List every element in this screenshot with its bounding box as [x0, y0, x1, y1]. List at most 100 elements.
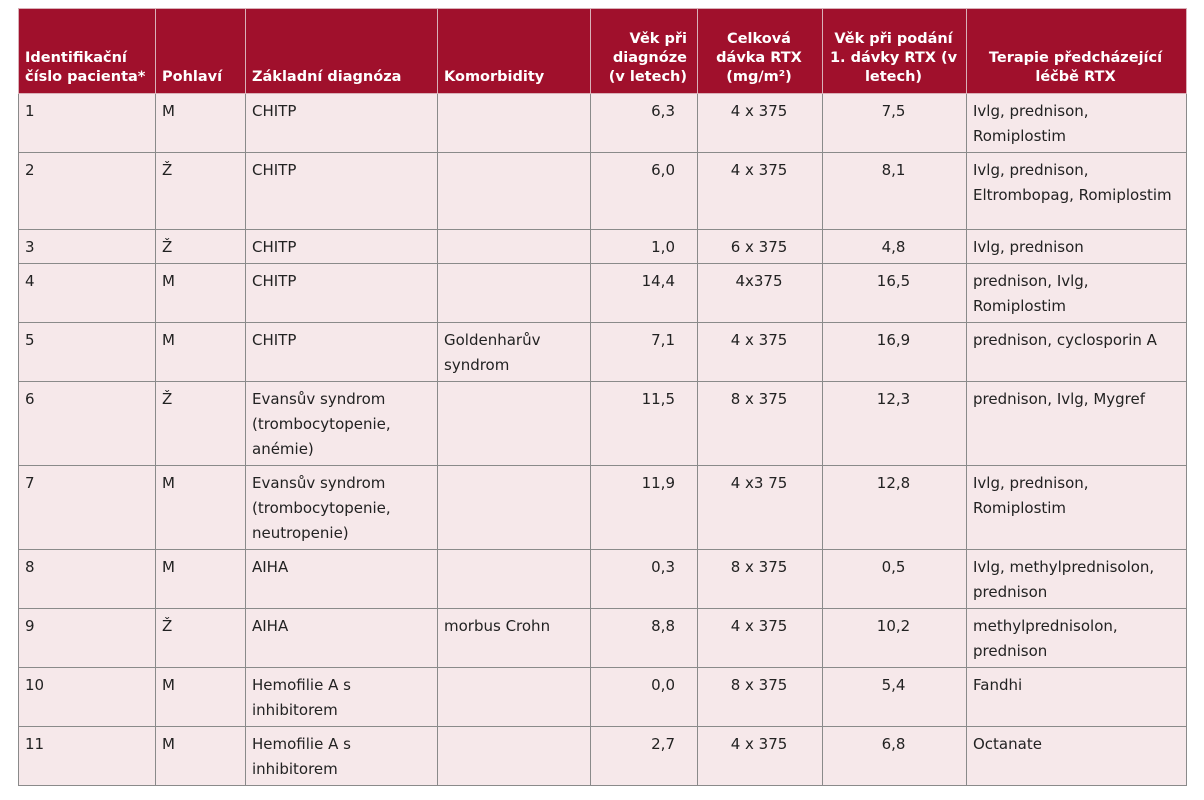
table-cell: CHITP	[245, 322, 438, 382]
table-row: 4 M CHITP 14,4 4x375 16,5 prednison, Ivlg, Rom…	[18, 263, 1187, 323]
table-cell: CHITP	[245, 93, 438, 153]
table-cell: 7,1	[590, 322, 698, 382]
table-cell: M	[155, 549, 246, 609]
table-cell: 7,5	[822, 93, 967, 153]
table-cell: M	[155, 465, 246, 550]
table-cell: 4 x 375	[697, 152, 823, 230]
table-cell: Ivlg, prednison	[966, 229, 1187, 264]
table-cell	[437, 381, 591, 466]
table-cell	[437, 667, 591, 727]
table-cell: 10,2	[822, 608, 967, 668]
table-cell	[437, 726, 591, 786]
table-cell: 5,4	[822, 667, 967, 727]
header-cell: Věk při podání 1. dávky RTX (v letech)	[822, 8, 967, 94]
table-row: 7 M Evansův syndrom (trombocytopenie, neut…	[18, 465, 1187, 550]
table-cell: 3	[18, 229, 156, 264]
table-cell: prednison, cyclosporin A	[966, 322, 1187, 382]
table-cell: Fandhi	[966, 667, 1187, 727]
table-cell: 6	[18, 381, 156, 466]
table-cell: 4 x 375	[697, 726, 823, 786]
table-cell: 4	[18, 263, 156, 323]
table-cell: 12,3	[822, 381, 967, 466]
table-cell: 11,5	[590, 381, 698, 466]
table-cell: AIHA	[245, 608, 438, 668]
table-cell: Octanate	[966, 726, 1187, 786]
table-row: 11 M Hemofilie A s inhibitorem 2,7 4 x 375 6,…	[18, 726, 1187, 786]
table-cell: 2,7	[590, 726, 698, 786]
table-cell: 4,8	[822, 229, 967, 264]
data-table: Identifikační číslo pacienta* Pohlaví Zákl…	[18, 8, 1187, 786]
table-cell: M	[155, 93, 246, 153]
table-row: 9 Ž AIHA morbus Crohn 8,8 4 x 375 10,2 methylpr…	[18, 608, 1187, 668]
table-cell: 9	[18, 608, 156, 668]
table-row: 8 M AIHA 0,3 8 x 375 0,5 Ivlg, methylprednisol…	[18, 549, 1187, 609]
table-cell: 12,8	[822, 465, 967, 550]
table-row: 2 Ž CHITP 6,0 4 x 375 8,1 Ivlg, prednison, Elt…	[18, 152, 1187, 230]
table-cell: 8 x 375	[697, 381, 823, 466]
table-cell: prednison, Ivlg, Mygref	[966, 381, 1187, 466]
table-cell	[437, 263, 591, 323]
table-cell: 10	[18, 667, 156, 727]
table-cell: 4 x 375	[697, 93, 823, 153]
table-cell: Ž	[155, 608, 246, 668]
table-cell: M	[155, 667, 246, 727]
table-cell	[437, 93, 591, 153]
header-cell: Terapie předcházející léčbě RTX	[966, 8, 1187, 94]
table-cell: morbus Crohn	[437, 608, 591, 668]
table-cell: 0,0	[590, 667, 698, 727]
table-cell: 8 x 375	[697, 667, 823, 727]
table-cell: 16,9	[822, 322, 967, 382]
header-cell: Identifikační číslo pacienta*	[18, 8, 156, 94]
table-row: 3 Ž CHITP 1,0 6 x 375 4,8 Ivlg, prednison	[18, 229, 1187, 264]
header-cell: Celková dávka RTX (mg/m²)	[697, 8, 823, 94]
table-cell: 4 x 375	[697, 608, 823, 668]
table-cell: Hemofilie A s inhibitorem	[245, 726, 438, 786]
header-row: Identifikační číslo pacienta* Pohlaví Zákl…	[18, 8, 1187, 94]
table-cell	[437, 152, 591, 230]
table-cell: prednison, Ivlg, Romiplostim	[966, 263, 1187, 323]
header-cell: Pohlaví	[155, 8, 246, 94]
table-cell: 5	[18, 322, 156, 382]
table-cell: CHITP	[245, 229, 438, 264]
table-cell: 8,1	[822, 152, 967, 230]
table-cell: Ž	[155, 229, 246, 264]
table-cell: CHITP	[245, 263, 438, 323]
header-cell: Komorbidity	[437, 8, 591, 94]
table-cell: 6,8	[822, 726, 967, 786]
header-cell: Věk při diagnóze (v letech)	[590, 8, 698, 94]
table-cell: 16,5	[822, 263, 967, 323]
table-cell: 8,8	[590, 608, 698, 668]
table-row: 6 Ž Evansův syndrom (trombocytopenie, aném…	[18, 381, 1187, 466]
table-cell: methylprednisolon, prednison	[966, 608, 1187, 668]
table-cell: 0,5	[822, 549, 967, 609]
table-cell: Ivlg, prednison, Eltrombopag, Romiplosti…	[966, 152, 1187, 230]
table-cell	[437, 549, 591, 609]
table-cell: 14,4	[590, 263, 698, 323]
table-cell: 4x375	[697, 263, 823, 323]
table-cell: 11	[18, 726, 156, 786]
table-body: 1 M CHITP 6,3 4 x 375 7,5 Ivlg, prednison, Rom…	[18, 93, 1187, 786]
table-cell: 1,0	[590, 229, 698, 264]
table-cell: 11,9	[590, 465, 698, 550]
table-cell: 0,3	[590, 549, 698, 609]
table-cell: Ivlg, methylprednisolon, prednison	[966, 549, 1187, 609]
table-cell: Ivlg, prednison, Romiplostim	[966, 93, 1187, 153]
table-cell: 7	[18, 465, 156, 550]
table-cell: 8	[18, 549, 156, 609]
table-cell: AIHA	[245, 549, 438, 609]
table-cell: CHITP	[245, 152, 438, 230]
header-cell: Základní diagnóza	[245, 8, 438, 94]
table-cell: Ž	[155, 152, 246, 230]
table-row: 5 M CHITP Goldenharův syndrom 7,1 4 x 375 16,9…	[18, 322, 1187, 382]
table-cell	[437, 229, 591, 264]
table-cell: 4 x 375	[697, 322, 823, 382]
table-cell: Ivlg, prednison, Romiplostim	[966, 465, 1187, 550]
table-cell: 4 x3 75	[697, 465, 823, 550]
table-cell: 8 x 375	[697, 549, 823, 609]
table-cell	[437, 465, 591, 550]
table-cell: 6,0	[590, 152, 698, 230]
table-cell: Evansův syndrom (trombocytopenie, neutro…	[245, 465, 438, 550]
table-row: 1 M CHITP 6,3 4 x 375 7,5 Ivlg, prednison, Rom…	[18, 93, 1187, 153]
table-cell: 2	[18, 152, 156, 230]
